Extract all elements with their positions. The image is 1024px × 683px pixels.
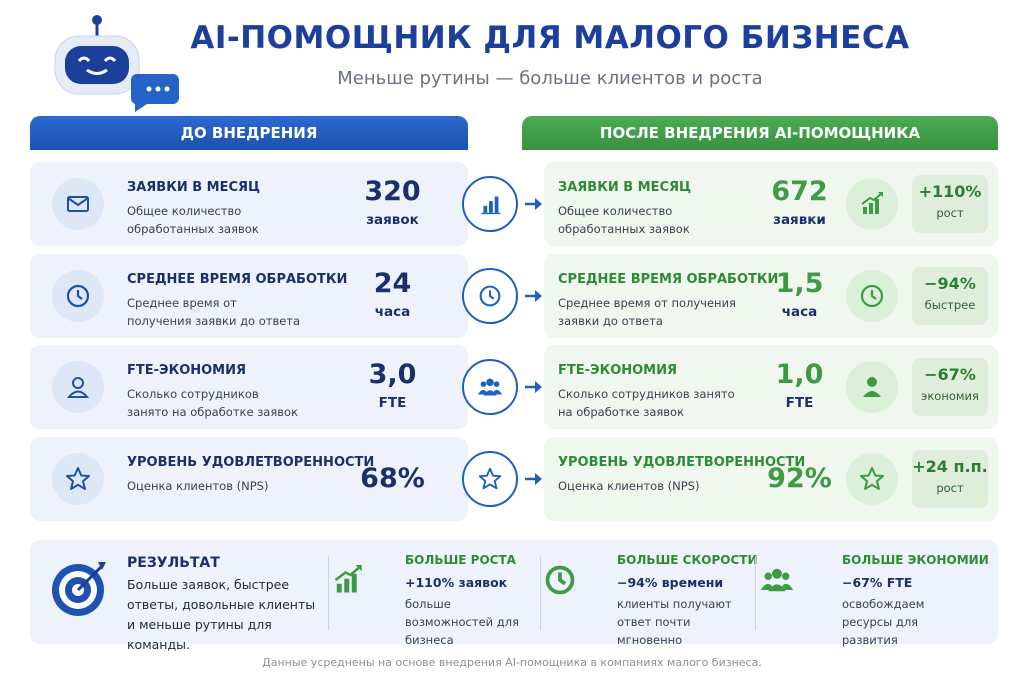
transition-icon [462,267,518,324]
transition-icon [462,176,518,232]
after-value: 672 [771,176,828,207]
transition-icon [462,359,518,416]
row-icon [51,269,105,323]
after-value: 92% [767,463,832,495]
row-description: Среднее время от получения заявки до отв… [558,295,736,328]
benefit-text: больше возможностей для бизнеса [405,597,520,647]
arrow [524,379,544,395]
benefit-highlight: +110% заявок [405,575,508,590]
arrow [524,196,544,212]
change-label: рост [936,206,964,220]
row-title: ЗАЯВКИ В МЕСЯЦ [558,180,692,195]
transition-icon [462,451,518,508]
divider [328,556,329,630]
row-icon [51,177,105,231]
after-value: 1,0 [775,359,824,391]
benefit-text: клиенты получают ответ почти мгновенно [617,597,732,647]
row-title: СРЕДНЕЕ ВРЕМЯ ОБРАБОТКИ [127,271,348,287]
result-panel [30,540,998,644]
benefit-title: БОЛЬШЕ СКОРОСТИ [617,553,758,567]
row-description: Сколько сотрудников занято на обработке … [558,387,735,420]
benefit-highlight: −67% FTE [842,575,913,590]
before-unit: заявок [366,212,419,228]
change-box [912,175,988,233]
after-unit: часа [781,303,818,320]
footnote: Данные усреднены на основе внедрения AI-… [262,656,762,669]
benefit-icon [328,560,368,600]
change-value: +110% [918,182,982,201]
row-title: УРОВЕНЬ УДОВЛЕТВОРЕННОСТИ [127,455,375,471]
arrow [524,288,544,304]
row-icon [51,452,105,506]
result-icon [845,177,899,231]
benefit-icon [540,560,580,600]
before-unit: FTE [378,395,407,412]
subtitle: Меньше рутины — больше клиентов и роста [337,68,763,89]
change-box [912,450,988,509]
result-icon [845,452,899,506]
row-description: Оценка клиентов (NPS) [127,479,269,494]
row-icon [51,360,105,414]
row-description: Общее количество обработанных заявок [558,204,690,236]
row-description: Оценка клиентов (NPS) [558,479,700,494]
benefit-icon [757,560,797,600]
change-label: рост [936,481,964,496]
divider [755,556,756,630]
before-unit: часа [374,303,411,320]
robot-logo [54,15,179,112]
after-heading: ПОСЛЕ ВНЕДРЕНИЯ AI-ПОМОЩНИКА [522,116,998,150]
benefit-title: БОЛЬШЕ ЭКОНОМИИ [842,553,989,567]
change-label: быстрее [924,297,976,312]
change-box [912,358,988,417]
row-title: ЗАЯВКИ В МЕСЯЦ [127,180,261,195]
before-value: 3,0 [368,359,417,391]
result-text: Больше заявок, быстрее ответы, довольные… [127,577,316,652]
divider [540,556,541,630]
result-icon [845,360,899,414]
arrow [524,471,544,487]
before-value: 320 [364,176,421,207]
after-unit: заявки [773,212,826,228]
after-value: 1,5 [775,267,824,299]
row-title: УРОВЕНЬ УДОВЛЕТВОРЕННОСТИ [558,455,806,471]
before-value: 68% [360,463,425,495]
benefit-text: освобождаем ресурсы для развития [842,597,925,647]
row-title: FTE-ЭКОНОМИЯ [127,363,246,379]
change-value: −67% [924,365,976,385]
change-box [912,266,988,325]
target-icon [52,562,106,616]
before-value: 24 [373,267,412,299]
result-icon [845,269,899,323]
row-description: Общее количество обработанных заявок [127,204,259,236]
after-unit: FTE [785,395,814,412]
change-value: −94% [924,273,976,293]
row-description: Сколько сотрудников занято на обработке … [127,387,299,420]
before-heading: ДО ВНЕДРЕНИЯ [30,116,468,150]
benefit-title: БОЛЬШЕ РОСТА [405,553,516,567]
row-title: СРЕДНЕЕ ВРЕМЯ ОБРАБОТКИ [558,271,779,287]
result-title: РЕЗУЛЬТАТ [127,555,220,571]
change-label: экономия [921,389,979,404]
change-value: +24 п.п. [912,457,988,477]
row-description: Среднее время от получения заявки до отв… [127,295,301,328]
row-title: FTE-ЭКОНОМИЯ [558,363,677,379]
title: AI-ПОМОЩНИК ДЛЯ МАЛОГО БИЗНЕСА [190,20,910,56]
benefit-highlight: −94% времени [617,575,724,590]
